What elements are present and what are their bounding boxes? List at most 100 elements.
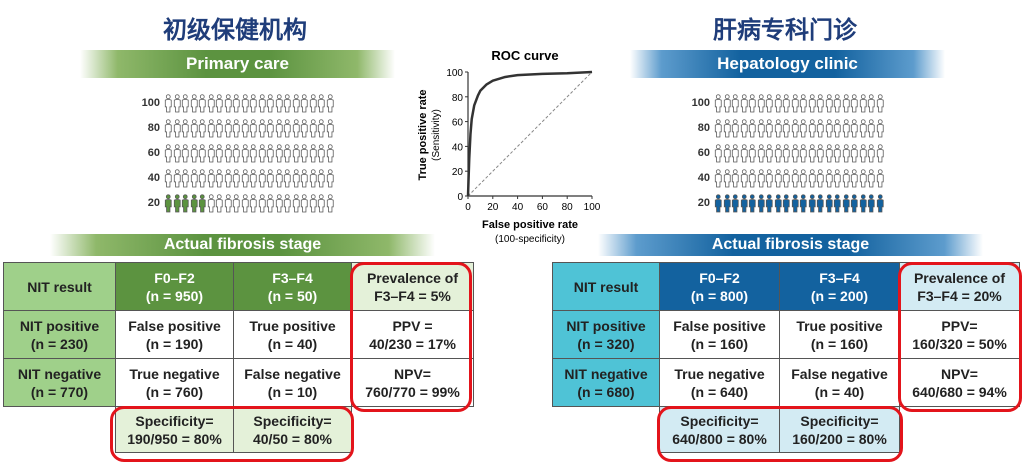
- people-row-label: 100: [141, 97, 160, 109]
- highlight-box-prevalence-left: [350, 262, 472, 412]
- person-icon: [300, 93, 309, 113]
- cell-line: NIT negative: [564, 365, 648, 382]
- person-icon: [842, 168, 851, 188]
- person-icon-highlighted: [731, 193, 740, 213]
- f3-f4-header: F3–F4 (n = 50): [233, 262, 352, 311]
- cell-line: False positive: [673, 317, 766, 334]
- cell-line: True positive: [249, 317, 336, 334]
- table-header-row: NIT result F0–F2 (n = 950) F3–F4 (n = 50) …: [3, 262, 474, 311]
- cell-line: F0–F2: [154, 269, 195, 286]
- cell-line: NIT positive: [566, 317, 646, 334]
- person-icon: [774, 93, 783, 113]
- person-icon: [867, 143, 876, 163]
- person-icon: [876, 143, 885, 163]
- person-icon: [748, 143, 757, 163]
- person-icon: [842, 143, 851, 163]
- person-icon: [207, 143, 216, 163]
- person-icon: [207, 93, 216, 113]
- person-icon: [198, 118, 207, 138]
- person-icon: [825, 168, 834, 188]
- person-icon: [714, 168, 723, 188]
- person-icon: [241, 143, 250, 163]
- x-tick-label: 40: [512, 202, 524, 213]
- y-axis-sublabel: (Sensitivity): [431, 109, 442, 161]
- person-icon: [283, 143, 292, 163]
- person-icon: [876, 93, 885, 113]
- person-icon-highlighted: [833, 193, 842, 213]
- table-header-row: NIT result F0–F2 (n = 800) F3–F4 (n = 200)…: [552, 262, 1020, 311]
- person-icon: [731, 93, 740, 113]
- person-icon: [326, 118, 335, 138]
- person-icon: [258, 93, 267, 113]
- person-icon: [867, 93, 876, 113]
- person-icon: [241, 193, 250, 213]
- person-icon: [326, 193, 335, 213]
- chance-line: [467, 71, 593, 197]
- true-positive-cell: True positive (n = 40): [233, 310, 352, 359]
- people-grid-primary: 100 80 60 40 20: [130, 93, 334, 218]
- person-icon: [816, 143, 825, 163]
- person-icon-highlighted: [723, 193, 732, 213]
- person-icon: [782, 168, 791, 188]
- person-icon: [867, 118, 876, 138]
- npv-cell: NPV= 760/770 = 99%: [351, 358, 474, 407]
- person-icon: [266, 193, 275, 213]
- cell-line: (n = 770): [30, 383, 89, 400]
- table-row: NIT negative (n = 680) True negative (n = …: [552, 358, 1020, 407]
- person-icon: [799, 118, 808, 138]
- people-row-label: 60: [697, 147, 710, 159]
- people-row-label: 20: [697, 197, 710, 209]
- person-icon: [774, 118, 783, 138]
- highlight-box-specificity-right: [657, 406, 903, 462]
- y-tick-label: 100: [446, 68, 463, 79]
- ppv-cell: PPV= 160/320 = 50%: [899, 310, 1020, 359]
- person-icon: [309, 118, 318, 138]
- person-icon: [198, 168, 207, 188]
- person-icon: [791, 118, 800, 138]
- cell-line: (n = 320): [577, 335, 635, 352]
- cell-line: F3–F4: [272, 269, 313, 286]
- person-icon: [207, 118, 216, 138]
- people-row-label: 20: [147, 197, 160, 209]
- nit-negative-cell: NIT negative (n = 680): [552, 358, 660, 407]
- person-icon: [215, 93, 224, 113]
- false-positive-cell: False positive (n = 190): [115, 310, 234, 359]
- person-icon: [300, 168, 309, 188]
- person-icon: [748, 93, 757, 113]
- person-icon: [249, 168, 258, 188]
- y-tick-label: 80: [452, 93, 464, 104]
- person-icon: [266, 118, 275, 138]
- person-icon: [731, 143, 740, 163]
- person-icon: [224, 168, 233, 188]
- specificity-cell: Specificity= 40/50 = 80%: [233, 406, 352, 453]
- cell-line: True negative: [674, 365, 765, 382]
- person-icon: [740, 118, 749, 138]
- people-row: 20: [680, 193, 884, 213]
- person-icon: [850, 93, 859, 113]
- highlight-box-prevalence-right: [898, 262, 1022, 412]
- person-icon: [859, 118, 868, 138]
- people-row: 60: [680, 143, 884, 163]
- cell-line: True positive: [796, 317, 883, 334]
- person-icon: [774, 143, 783, 163]
- person-icon: [309, 168, 318, 188]
- person-icon: [740, 143, 749, 163]
- person-icon: [181, 118, 190, 138]
- person-icon: [799, 143, 808, 163]
- person-icon: [215, 118, 224, 138]
- true-positive-cell: True positive (n = 160): [779, 310, 900, 359]
- cell-line: False positive: [128, 317, 221, 334]
- true-negative-cell: True negative (n = 640): [659, 358, 780, 407]
- person-icon: [309, 93, 318, 113]
- false-positive-cell: False positive (n = 160): [659, 310, 780, 359]
- cell-line: Specificity=: [680, 412, 759, 429]
- person-icon: [190, 143, 199, 163]
- npv-cell: NPV= 640/680 = 94%: [899, 358, 1020, 407]
- nit-result-header: NIT result: [552, 262, 660, 311]
- cell-line: 40/230 = 17%: [369, 335, 456, 352]
- x-tick-label: 60: [537, 202, 549, 213]
- person-icon: [309, 193, 318, 213]
- person-icon: [275, 93, 284, 113]
- person-icon: [173, 93, 182, 113]
- nit-positive-cell: NIT positive (n = 320): [552, 310, 660, 359]
